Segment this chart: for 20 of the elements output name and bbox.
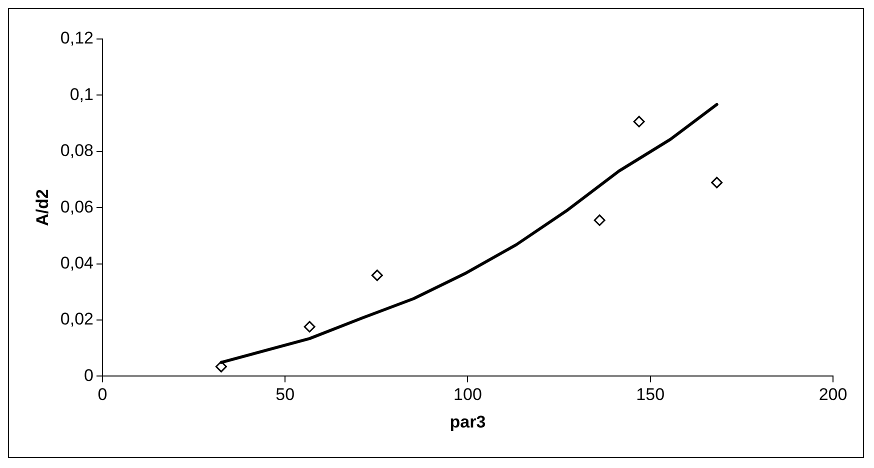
- point: [633, 116, 645, 128]
- x-tick-label: 50: [276, 385, 295, 404]
- x-tick-label: 150: [636, 385, 665, 404]
- point: [215, 360, 227, 372]
- x-tick-label: 0: [98, 385, 108, 404]
- x-tick-label: 200: [818, 385, 848, 404]
- y-tick-label: 0,02: [60, 310, 94, 329]
- y-tick-label: 0,12: [60, 28, 94, 48]
- point: [371, 270, 383, 282]
- y-axis-title: A/d2: [32, 189, 52, 226]
- x-tick-label: 100: [454, 385, 482, 404]
- y-tick-label: 0,04: [60, 253, 94, 272]
- y-tick-label: 0,06: [60, 197, 94, 216]
- x-axis-title: par3: [450, 412, 486, 432]
- point: [594, 214, 606, 226]
- point: [711, 176, 723, 188]
- point: [304, 320, 316, 332]
- y-tick-label: 0,08: [60, 141, 94, 160]
- y-tick-label: 0: [84, 366, 94, 385]
- y-tick-label: 0,1: [70, 84, 94, 104]
